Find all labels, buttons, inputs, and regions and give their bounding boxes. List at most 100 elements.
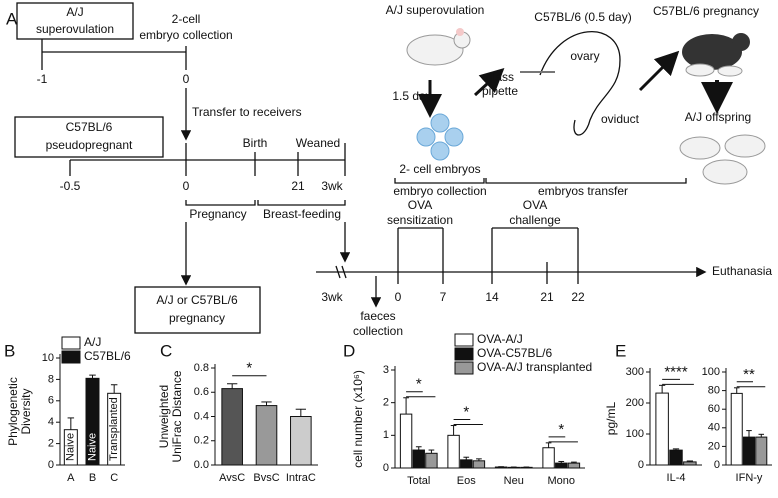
label: superovulation <box>36 22 114 36</box>
label: OVA <box>408 198 432 212</box>
bar <box>730 392 743 466</box>
label: C57BL/6 pregnancy <box>653 4 759 18</box>
label: embryo collection <box>139 28 232 42</box>
tick: 0 <box>395 290 402 304</box>
bar <box>255 405 278 466</box>
y-axis-label: Diversity <box>19 388 33 434</box>
label: 1.5 day <box>392 89 431 103</box>
y-axis-label: pg/mL <box>604 402 618 436</box>
bar <box>755 436 768 466</box>
y-tick-label: 20 <box>708 440 720 452</box>
y-tick-label: 6 <box>48 395 54 407</box>
label: Euthanasia <box>712 264 772 278</box>
legend-label: OVA-C57BL/6 <box>477 346 552 360</box>
bar <box>555 462 568 469</box>
panel-letter: B <box>4 341 15 360</box>
y-tick-label: 2 <box>383 397 389 409</box>
x-tick-label: Eos <box>457 475 476 487</box>
tick: 0 <box>183 179 190 193</box>
x-tick-label: IntraC <box>286 472 316 484</box>
box <box>14 116 164 158</box>
bar <box>412 449 425 469</box>
panel-letter: C <box>160 341 172 360</box>
label: 2-cell <box>172 12 201 26</box>
label: Birth <box>243 136 268 150</box>
legend-label: A/J <box>84 335 101 349</box>
y-tick-label: 10 <box>42 352 54 364</box>
bar <box>669 449 683 466</box>
tick: 3wk <box>321 179 343 193</box>
timeline <box>69 143 346 176</box>
panel-letter: D <box>343 341 355 360</box>
legend-swatch <box>454 361 474 375</box>
legend-swatch <box>454 347 474 361</box>
x-tick-label: AvsC <box>219 472 245 484</box>
ticks <box>335 227 579 284</box>
legend-label: OVA-A/J transplanted <box>477 360 592 374</box>
y-tick-label: 1 <box>383 429 389 441</box>
bar <box>425 452 438 469</box>
embryos <box>416 113 464 161</box>
bar-label: Transplanted <box>108 397 120 461</box>
y-tick-label: 4 <box>48 416 54 428</box>
x-tick-label: A <box>67 472 75 484</box>
tick: 21 <box>540 290 554 304</box>
bar <box>399 413 413 469</box>
y-tick-label: 0 <box>638 459 644 471</box>
x-tick-label: BvsC <box>253 472 279 484</box>
legend-swatch <box>61 336 81 350</box>
label: A/J offspring <box>685 110 751 124</box>
label: A/J or C57BL/6 <box>156 293 238 307</box>
label: Pregnancy <box>189 207 246 221</box>
label: C57BL/6 (0.5 day) <box>534 10 631 24</box>
y-tick-label: 0.4 <box>194 410 209 422</box>
tick: 14 <box>485 290 499 304</box>
legend-swatch <box>454 333 474 347</box>
significance: * <box>416 376 422 393</box>
label: OVA <box>523 198 547 212</box>
panel-letter: A <box>6 9 18 28</box>
y-tick-label: 0.0 <box>194 459 209 471</box>
significance: * <box>463 404 469 421</box>
label: ovary <box>570 49 599 63</box>
tick: 7 <box>440 290 447 304</box>
label: oviduct <box>601 112 640 126</box>
x-tick-label: IFN-y <box>736 472 763 484</box>
bar <box>655 392 669 466</box>
arrow <box>638 50 680 92</box>
label: faeces <box>360 309 395 323</box>
y-tick-label: 40 <box>708 422 720 434</box>
box <box>134 286 261 334</box>
label: challenge <box>509 213 561 227</box>
label: pipette <box>482 84 518 98</box>
x-tick-label: IL-4 <box>667 472 686 484</box>
label: Weaned <box>296 136 340 150</box>
label: 2- cell embryos <box>399 162 480 176</box>
x-tick-label: Neu <box>504 475 524 487</box>
bar <box>742 436 756 466</box>
y-tick-label: 80 <box>708 385 720 397</box>
label: embryo collection <box>393 184 486 198</box>
y-tick-label: 8 <box>48 373 54 385</box>
significance: **** <box>664 363 688 380</box>
y-axis-label: Unweighted <box>157 385 171 448</box>
legend-label: OVA-A/J <box>477 332 523 346</box>
bar <box>460 459 473 469</box>
bar <box>542 447 555 469</box>
significance: * <box>558 421 564 438</box>
panel-a: A A/J superovulation 2-cell embryo colle… <box>6 2 772 338</box>
y-tick-label: 3 <box>383 364 389 376</box>
y-axis-label: UniFrac Distance <box>170 370 184 462</box>
bar <box>683 461 697 466</box>
label: sensitization <box>387 213 453 227</box>
y-tick-label: 0.8 <box>194 362 209 374</box>
mouse <box>406 28 471 66</box>
y-tick-label: 0.2 <box>194 435 209 447</box>
bracket <box>394 178 687 184</box>
tick: 3wk <box>321 290 343 304</box>
y-tick-label: 0 <box>714 459 720 471</box>
legend-label: C57BL/6 <box>84 349 131 363</box>
bar <box>472 460 486 469</box>
bar-label: Naive <box>65 433 77 461</box>
